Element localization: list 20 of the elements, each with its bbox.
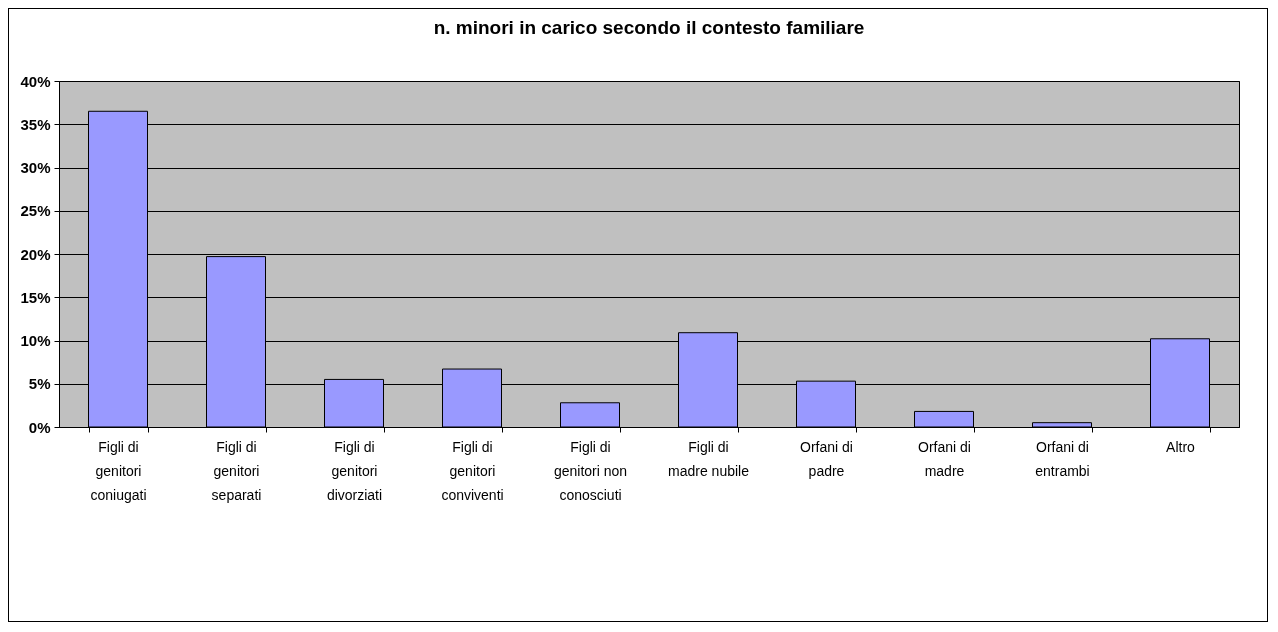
x-tick-label: Figli di genitori conviventi (441, 438, 504, 503)
y-tick-label: 0% (28, 418, 51, 436)
x-tick-label: Figli di genitori divorziati (326, 438, 383, 503)
x-tick-label: Altro (1166, 438, 1196, 455)
y-tick-label: 30% (20, 159, 51, 176)
y-tick-label: 10% (20, 332, 51, 349)
y-tick-label: 5% (28, 375, 51, 393)
y-tick-label: 15% (20, 288, 51, 306)
x-tick-label: Figli di genitori separati (211, 438, 262, 503)
x-tick-label: Figli di madre nubile (668, 438, 750, 479)
x-tick-label: Figli di genitori coniugati (90, 438, 147, 503)
y-tick-label: 20% (20, 245, 51, 263)
chart-title: n. minori in carico secondo il contesto familiare (433, 17, 865, 38)
x-tick-label: Orfani di entrambi (1035, 438, 1090, 479)
x-tick-label: Orfani di madre (918, 438, 971, 479)
y-tick-label: 35% (20, 115, 51, 133)
y-tick-label: 25% (20, 202, 51, 220)
y-tick-label: 40% (20, 72, 51, 90)
x-tick-label: Figli di genitori non conosciuti (553, 438, 628, 503)
x-tick-label: Orfani di padre (800, 438, 853, 479)
